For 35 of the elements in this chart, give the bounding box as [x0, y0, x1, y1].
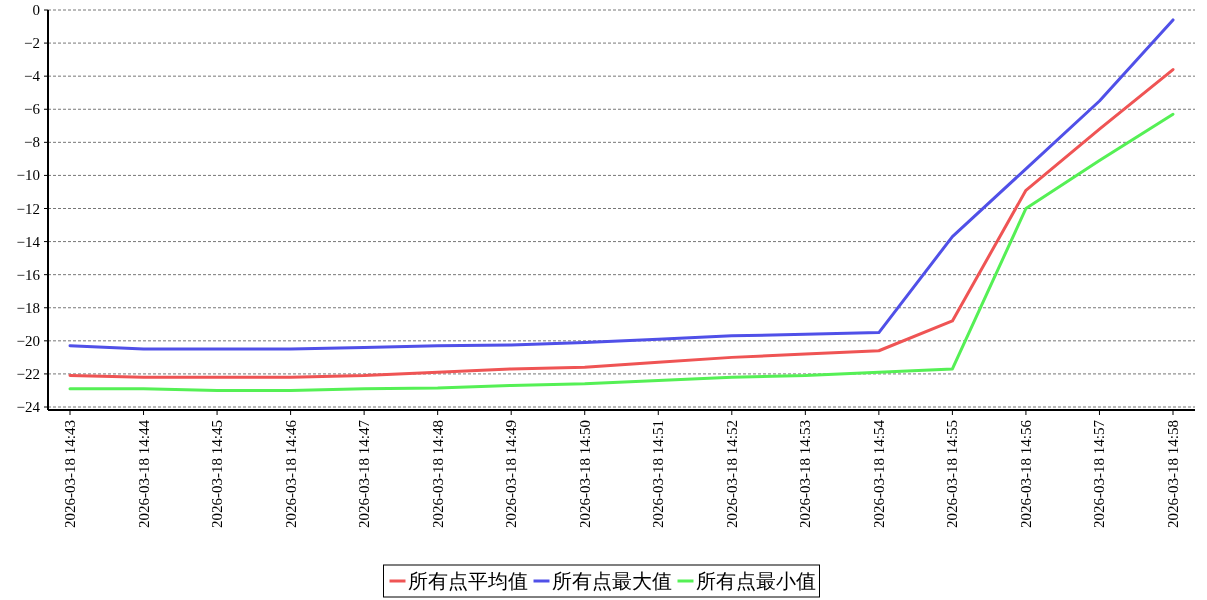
x-tick-label: 2026-03-18 14:50 — [576, 420, 593, 528]
x-tick-label: 2026-03-18 14:43 — [62, 420, 78, 528]
y-tick-label: −4 — [24, 68, 41, 85]
y-tick-label: 0 — [32, 2, 40, 18]
y-tick-label: −16 — [16, 266, 41, 283]
x-tick-label: 2026-03-18 14:56 — [1017, 419, 1034, 528]
x-tick-label: 2026-03-18 14:44 — [135, 419, 152, 528]
x-tick-label: 2026-03-18 14:49 — [503, 420, 520, 528]
x-tick-label: 2026-03-18 14:47 — [356, 419, 373, 528]
x-tick-label: 2026-03-18 14:53 — [797, 420, 814, 528]
legend-label: 所有点最大值 — [551, 570, 672, 592]
x-tick-label: 2026-03-18 14:51 — [650, 420, 667, 528]
x-tick-label: 2026-03-18 14:55 — [944, 420, 961, 528]
y-tick-label: −14 — [16, 233, 41, 250]
x-tick-label: 2026-03-18 14:58 — [1165, 420, 1181, 528]
legend-label: 所有点平均值 — [407, 570, 528, 592]
y-tick-label: −12 — [16, 200, 40, 217]
x-tick-label: 2026-03-18 14:48 — [429, 420, 446, 528]
y-tick-label: −18 — [16, 299, 40, 316]
legend-label: 所有点最小值 — [695, 570, 816, 592]
x-tick-label: 2026-03-18 14:52 — [723, 420, 740, 528]
y-tick-label: −24 — [16, 399, 41, 415]
y-tick-label: −2 — [24, 35, 40, 52]
y-tick-label: −20 — [16, 332, 40, 349]
x-tick-label: 2026-03-18 14:45 — [209, 420, 226, 528]
line-series — [68, 18, 1175, 351]
line-series — [68, 112, 1175, 392]
x-tick-label: 2026-03-18 14:46 — [282, 419, 299, 528]
y-tick-label: −6 — [24, 101, 41, 118]
line-series — [68, 68, 1175, 379]
y-tick-label: −22 — [16, 365, 40, 382]
y-tick-label: −10 — [16, 167, 40, 184]
x-tick-label: 2026-03-18 14:54 — [870, 419, 887, 528]
y-tick-label: −8 — [24, 134, 40, 151]
x-tick-label: 2026-03-18 14:57 — [1091, 419, 1108, 528]
